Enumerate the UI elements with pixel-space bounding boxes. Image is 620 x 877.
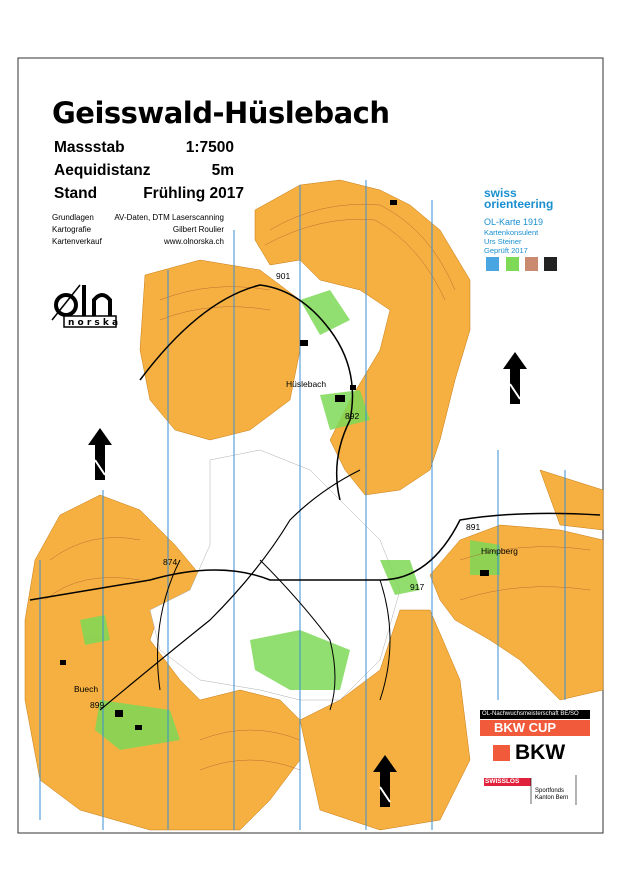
label-901: 901 [276,271,291,281]
sportfonds-text: Sportfonds Kanton Bern [535,788,569,801]
magnetic-north-lines [39,180,566,830]
roads [29,284,601,711]
buildings [60,200,489,730]
open-land-north [254,179,471,496]
map-color-swatches [486,257,557,271]
credit-label-basis: Grundlagen [52,213,94,222]
swiss-orienteering-logo: swiss orienteering [484,186,554,211]
north-arrow-icon [88,352,527,807]
map-frame [17,57,604,834]
label-874: 874 [163,557,178,567]
north-arrow-n-glyphs [94,383,521,803]
info-label-contour: Aequidistanz [54,162,151,179]
bkw-cup-text: BKW CUP [494,720,557,735]
label-891: 891 [466,522,481,532]
label-huslebach: Hüslebach [286,379,327,389]
swisslos-text: SWISSLOS [485,778,520,785]
bkw-cup-bar [480,720,590,736]
open-land-northwest [139,259,301,441]
info-value-date: Frühling 2017 [143,185,244,202]
oln-norska-logo [51,284,117,328]
map-consultant-name: Urs Steiner [484,237,522,246]
sponsor-header-text: OL-Nachwuchsmeisterschaft BE/SO [482,711,579,717]
ol-karte-number: OL-Karte 1919 [484,217,544,227]
label-917: 917 [410,582,425,592]
map-title: Geisswald-Hüslebach [52,96,390,130]
sponsor-header-bar [480,710,590,719]
map-checked-year: Geprüft 2017 [484,246,528,255]
credit-label-cartography: Kartografie [52,225,92,234]
label-892: 892 [345,411,360,421]
open-land-south [299,609,471,831]
swisslos-logo [484,778,531,786]
label-buech: Buech [74,684,99,694]
info-value-contour: 5m [211,162,234,179]
credit-value-cartography: Gilbert Roulier [172,225,224,234]
info-value-scale: 1:7500 [185,139,234,156]
oln-logo-text: n o r s k a [68,318,118,328]
info-label-scale: Massstab [54,139,125,156]
bkw-square [493,745,510,761]
map-consultant-label: Kartenkonsulent [484,228,539,237]
info-label-date: Stand [54,185,98,202]
credit-value-basis: AV-Daten, DTM Laserscanning [114,213,224,222]
label-himpberg: Himpberg [481,546,518,556]
label-899: 899 [90,700,105,710]
credit-label-sales: Kartenverkauf [52,237,102,246]
credit-value-sales: www.olnorska.ch [163,237,224,246]
bkw-logo-text: BKW [515,741,566,764]
